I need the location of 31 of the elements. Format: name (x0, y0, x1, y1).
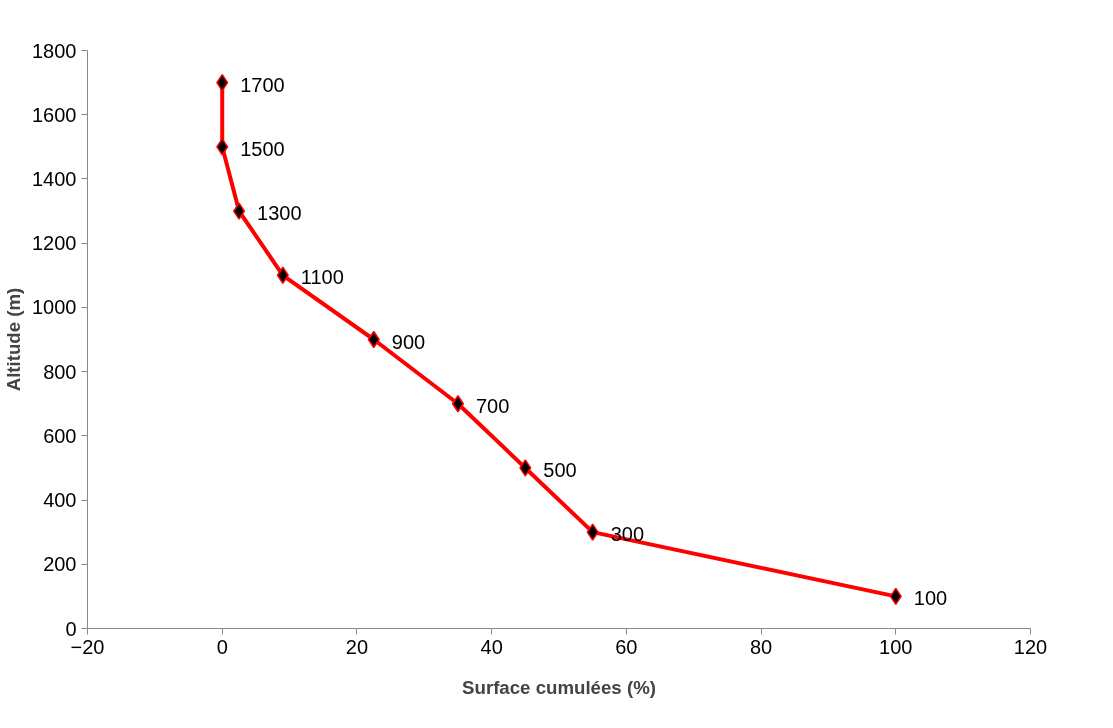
data-label: 900 (391, 330, 426, 353)
point (586, 523, 599, 541)
y-tick-label: 1000 (32, 296, 77, 319)
x-tick-label: 20 (345, 635, 369, 658)
y-tick-label: 1800 (32, 39, 77, 62)
x-axis-title: Surface cumulées (%) (462, 676, 656, 698)
point (519, 459, 532, 477)
point (216, 138, 229, 156)
y-tick-label: 1200 (32, 232, 77, 255)
x-tick-label: 120 (1013, 635, 1048, 658)
data-label: 500 (543, 458, 577, 481)
point (451, 394, 465, 413)
data-label: 100 (913, 587, 948, 610)
data-label: 1500 (240, 137, 285, 160)
data-label: 1300 (257, 202, 302, 225)
x-tick-label: 0 (216, 635, 228, 658)
data-label: 1100 (300, 266, 344, 289)
y-axis-title: Altitude (m) (3, 287, 25, 392)
y-tick-label: 200 (43, 553, 77, 576)
data-label: 700 (475, 394, 510, 417)
x-tick-label: 40 (480, 635, 503, 658)
y-tick-label: 800 (43, 360, 77, 383)
y-tick-label: 1600 (32, 103, 77, 126)
x-tick-label: 100 (879, 635, 913, 658)
y-tick-label: 1400 (32, 167, 77, 190)
point (232, 202, 246, 220)
data-label: 1700 (240, 73, 285, 96)
x-tick-label: 60 (615, 635, 638, 658)
y-tick-label: 400 (43, 489, 77, 512)
y-tick-label: 600 (43, 424, 77, 447)
x-tick-label: 80 (749, 635, 773, 658)
